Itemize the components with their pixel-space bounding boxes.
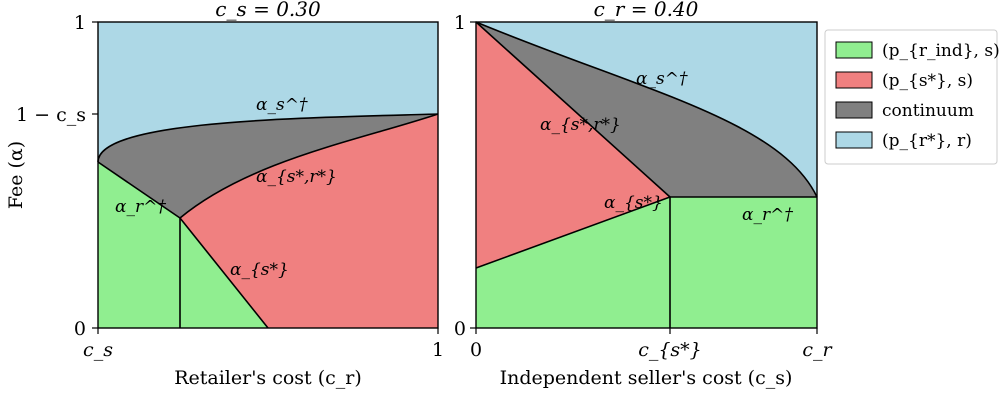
left-xtick-1: 1 [432, 339, 444, 361]
right-line-alpha-sr [475, 21, 671, 198]
legend-swatch-blue [835, 131, 873, 149]
right-region-green [476, 197, 817, 328]
legend-swatch-gray [835, 101, 873, 119]
right-x-axis-label: Independent seller's cost (c_s) [500, 367, 793, 389]
legend-label-r-star: (p_{r*}, r) [882, 131, 972, 151]
right-xtick-cr: c_r [802, 339, 833, 361]
left-label-alpha-r-dagger: α_r^† [115, 197, 166, 217]
left-y-axis-label: Fee (α) [5, 141, 27, 209]
legend-swatch-red [835, 71, 873, 89]
legend-label-continuum: continuum [882, 101, 974, 121]
left-xtick-cs: c_s [83, 339, 113, 361]
right-region-red [476, 22, 670, 268]
right-label-alpha-s-dagger: α_s^† [636, 69, 688, 89]
right-line-alpha-s-star [475, 196, 671, 269]
left-panel-title: c_s = 0.30 [215, 0, 321, 21]
right-panel: 1 0 0 c_{s*} c_r c_r = 0.40 Independent … [454, 0, 834, 389]
left-ytick-1: 1 [74, 12, 86, 34]
right-region-gray [476, 22, 817, 197]
right-ytick-0: 0 [454, 318, 466, 340]
right-xtick-cs-star: c_{s*} [638, 339, 702, 361]
left-label-alpha-s-star: α_{s*} [230, 260, 289, 280]
legend: (p_{r_ind}, s) (p_{s*}, s) continuum (p_… [824, 29, 1000, 165]
legend-box [824, 29, 998, 165]
legend-label-r-ind: (p_{r_ind}, s) [882, 41, 1000, 61]
right-label-alpha-s-star: α_{s*} [604, 193, 663, 213]
right-xtick-0: 0 [470, 339, 482, 361]
right-plot-frame [475, 21, 818, 329]
right-curve-alpha-s-dagger [475, 21, 818, 198]
right-ytick-1: 1 [454, 12, 466, 34]
left-region-green [98, 162, 268, 328]
right-label-alpha-sr: α_{s*,r*} [540, 115, 621, 135]
left-line-alpha-s-star [179, 217, 269, 329]
right-panel-title: c_r = 0.40 [594, 0, 699, 21]
left-panel: 1 1 − c_s 0 c_s 1 c_s = 0.30 Retailer's … [5, 0, 444, 389]
left-region-red [180, 114, 438, 328]
left-label-alpha-sr: α_{s*,r*} [256, 167, 337, 187]
right-label-alpha-r-dagger: α_r^† [742, 205, 793, 225]
left-x-axis-label: Retailer's cost (c_r) [174, 367, 362, 389]
left-curve-alpha-sr [179, 113, 439, 219]
left-curve-alpha-s-dagger [97, 113, 439, 163]
left-plot-frame [97, 21, 439, 329]
left-ytick-0: 0 [74, 318, 86, 340]
left-region-gray [98, 114, 438, 218]
left-ytick-1-minus-cs: 1 − c_s [16, 104, 86, 126]
left-line-alpha-r-dagger [97, 161, 181, 219]
left-label-alpha-s-dagger: α_s^† [256, 95, 308, 115]
legend-label-s-star: (p_{s*}, s) [882, 71, 973, 91]
legend-swatch-green [835, 41, 873, 59]
